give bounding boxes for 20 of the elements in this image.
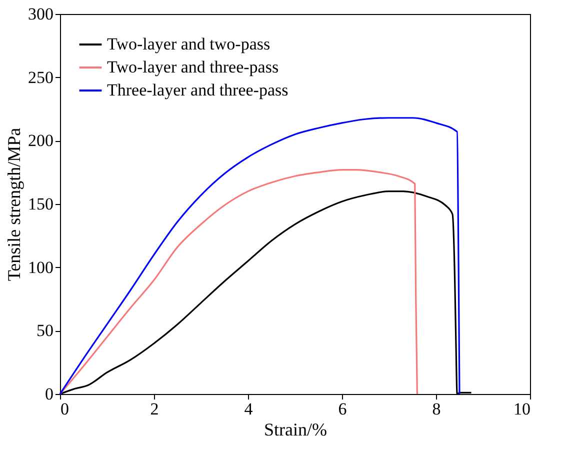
- y-tick-label: 100: [28, 258, 54, 277]
- y-tick-label: 0: [45, 384, 54, 404]
- legend-label: Two-layer and three-pass: [107, 58, 279, 76]
- legend-label: Three-layer and three-pass: [107, 80, 288, 100]
- y-tick-label: 300: [28, 4, 54, 24]
- y-axis-title: Tensile strength/MPa: [4, 128, 24, 282]
- y-tick-label: 150: [28, 194, 54, 214]
- x-tick-label: 4: [244, 400, 254, 418]
- y-tick-label: 50: [36, 321, 54, 340]
- line-series: [59, 117, 460, 395]
- x-tick-label: 10: [514, 400, 530, 418]
- x-tick-label: 8: [432, 400, 441, 418]
- x-tick-label: 2: [150, 400, 159, 418]
- y-tick-label: 250: [28, 68, 54, 87]
- x-tick-label: 6: [338, 400, 347, 418]
- x-tick-label: 0: [60, 400, 69, 418]
- line-series: [59, 169, 418, 395]
- y-tick-label: 200: [28, 131, 54, 150]
- x-axis-title: Strain/%: [264, 420, 327, 440]
- legend-label: Two-layer and two-pass: [107, 34, 270, 54]
